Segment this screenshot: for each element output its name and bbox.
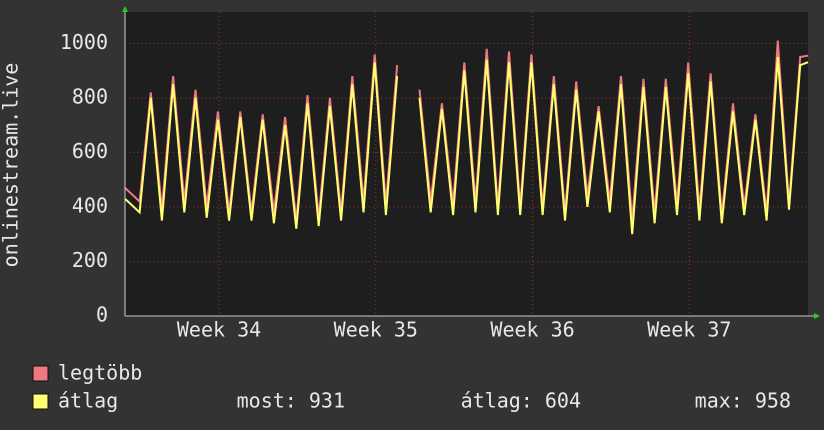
grid: [125, 12, 808, 317]
legend-stat: átlag: 604: [461, 389, 581, 413]
legend-label: átlag: [58, 389, 118, 413]
y-tick-label: 600: [72, 139, 108, 163]
legend: legtöbb átlag most: 931 átlag: 604 max: 958: [32, 361, 791, 413]
legend-swatch: [32, 365, 49, 382]
y-tick-label: 0: [96, 303, 108, 327]
y-tick-label: 200: [72, 248, 108, 272]
legend-stat: max: 958: [695, 389, 791, 413]
legend-swatch: [32, 393, 49, 410]
y-tick-label: 400: [72, 193, 108, 217]
x-arrow: [814, 313, 820, 319]
lines: [124, 40, 809, 235]
y-tick-label: 1000: [60, 30, 108, 54]
y-axis-label: onlinestream.live: [0, 63, 23, 268]
x-tick-label: Week 34: [177, 318, 261, 342]
x-tick-label: Week 35: [334, 318, 418, 342]
legend-stat: most: 931: [237, 389, 345, 413]
y-arrow: [122, 6, 128, 12]
legend-label: legtöbb: [58, 361, 142, 385]
plot-area: [125, 12, 808, 316]
x-tick-label: Week 37: [647, 318, 731, 342]
y-tick-label: 800: [72, 84, 108, 108]
x-tick-label: Week 36: [490, 318, 574, 342]
series-line: [124, 56, 809, 235]
